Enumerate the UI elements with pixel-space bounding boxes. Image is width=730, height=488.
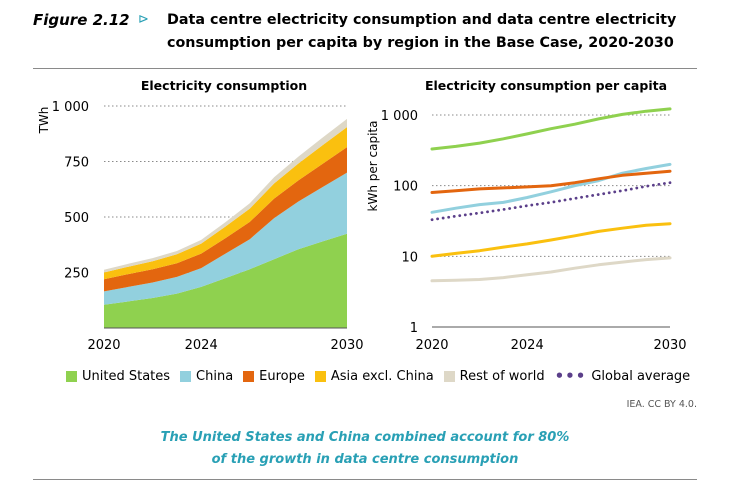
x-tick-label: 2024 (185, 338, 218, 353)
chart-legend: United States China Europe Asia excl. Ch… (66, 367, 700, 385)
caption-line-2: of the growth in data centre consumption (211, 452, 519, 467)
left-chart-ylabel: TWh (37, 107, 51, 135)
x-tick-label: 2030 (330, 338, 363, 353)
line-asia-excl-china (430, 222, 672, 258)
y-tick-label: 10 (401, 250, 418, 265)
y-tick-label: 1 000 (381, 109, 418, 124)
legend-label: China (196, 368, 234, 384)
legend-item-rest-of-world: Rest of world (443, 368, 545, 384)
bottom-divider (33, 479, 697, 480)
figure-title: Data centre electricity consumption and … (167, 12, 677, 51)
y-tick-label: 250 (64, 267, 89, 282)
caption-line-1: The United States and China combined acc… (160, 430, 570, 445)
top-divider (33, 68, 697, 69)
dotted-line-icon: ••• (554, 367, 587, 385)
area-united-states (104, 233, 347, 328)
right-chart-x-ticks: 2020 2024 2030 (415, 338, 686, 353)
left-chart-areas (104, 118, 347, 329)
legend-item-china: China (180, 369, 233, 384)
legend-item-united-states: United States (66, 369, 170, 384)
area-china (104, 172, 347, 305)
figure-label: Figure 2.12 (33, 11, 130, 29)
legend-swatch (243, 370, 255, 382)
left-chart: Electricity consumption TWh 250 500 750 1 0… (37, 78, 364, 353)
legend-item-global-average: ••• Global average (555, 367, 691, 385)
right-chart-ylabel: kWh per capita (366, 121, 380, 212)
legend-label: Europe (259, 368, 305, 384)
y-tick-label: 500 (64, 211, 89, 226)
legend-label: Global average (591, 368, 691, 384)
y-tick-label: 750 (64, 156, 89, 171)
y-tick-label: 100 (393, 180, 418, 195)
figure-arrow-icon: ⊳ (138, 12, 149, 27)
right-chart: Electricity consumption per capita kWh p… (366, 78, 687, 353)
y-tick-label: 1 (410, 321, 418, 336)
x-tick-label: 2024 (511, 338, 544, 353)
right-chart-y-ticks: 1 10 100 1 000 (381, 109, 418, 336)
legend-item-europe: Europe (243, 369, 305, 384)
line-global-average (430, 181, 672, 222)
legend-label: Rest of world (459, 368, 545, 384)
legend-swatch (314, 370, 326, 382)
caption: The United States and China combined acc… (33, 427, 697, 471)
x-tick-label: 2030 (653, 338, 686, 353)
legend-swatch (443, 370, 455, 382)
line-europe (430, 169, 672, 194)
legend-item-asia-excl-china: Asia excl. China (314, 368, 434, 384)
line-rest-of-world (430, 256, 672, 283)
area-europe (104, 147, 347, 292)
line-united-states (430, 107, 672, 151)
right-chart-lines (430, 107, 672, 328)
left-chart-x-ticks: 2020 2024 2030 (87, 338, 363, 353)
left-chart-title: Electricity consumption (141, 78, 307, 93)
x-tick-label: 2020 (87, 338, 120, 353)
line-china (430, 162, 672, 214)
legend-label: United States (82, 368, 171, 384)
right-chart-title: Electricity consumption per capita (425, 78, 667, 93)
credit-text: IEA. CC BY 4.0. (626, 399, 697, 410)
left-chart-y-ticks: 250 500 750 1 000 (52, 100, 89, 282)
x-tick-label: 2020 (415, 338, 448, 353)
y-tick-label: 1 000 (52, 100, 89, 115)
charts-canvas: Electricity consumption TWh 250 500 750 1 0… (37, 78, 687, 353)
legend-swatch (66, 370, 77, 382)
legend-label: Asia excl. China (330, 368, 434, 384)
legend-swatch (180, 370, 192, 382)
